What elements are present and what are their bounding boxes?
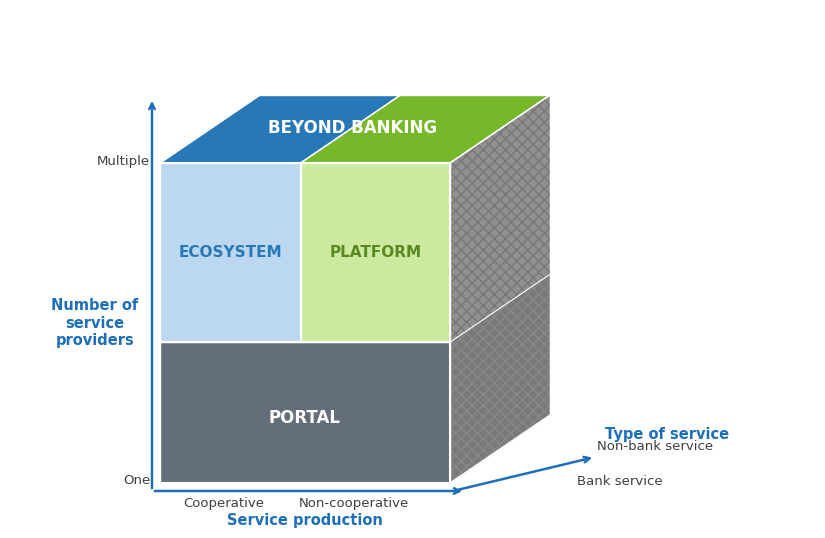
Text: One: One [123, 475, 150, 487]
Polygon shape [300, 95, 550, 163]
Text: PORTAL: PORTAL [269, 408, 341, 427]
Text: Number of
service
providers: Number of service providers [51, 298, 139, 348]
Text: Service production: Service production [227, 513, 383, 528]
Text: Non-bank service: Non-bank service [597, 440, 713, 453]
Text: Cooperative: Cooperative [183, 497, 264, 510]
Text: BEYOND BANKING: BEYOND BANKING [268, 119, 437, 137]
Text: ECOSYSTEM: ECOSYSTEM [178, 245, 282, 260]
Text: Non-cooperative: Non-cooperative [299, 497, 409, 510]
Polygon shape [160, 342, 450, 483]
Text: PLATFORM: PLATFORM [329, 245, 422, 260]
Polygon shape [450, 95, 550, 342]
Polygon shape [300, 163, 450, 342]
Polygon shape [160, 95, 401, 163]
Text: Type of service: Type of service [605, 428, 729, 442]
Polygon shape [450, 274, 550, 483]
Text: Multiple: Multiple [97, 154, 150, 167]
Text: Bank service: Bank service [577, 475, 662, 488]
Polygon shape [160, 163, 300, 342]
